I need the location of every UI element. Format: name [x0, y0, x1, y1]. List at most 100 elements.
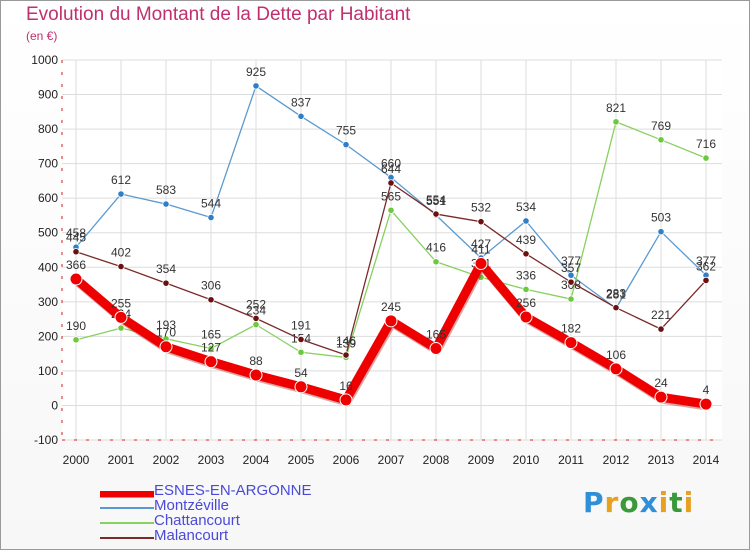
series-data-label-3: 402 [111, 246, 131, 260]
series-point-0 [159, 340, 173, 354]
series-data-label-1: 583 [156, 183, 176, 197]
series-point-0 [339, 393, 353, 407]
legend-label-chattancourt: Chattancourt [154, 512, 240, 529]
series-data-label-0: 54 [294, 366, 308, 380]
series-point-2 [657, 136, 665, 144]
y-tick-label: 0 [51, 398, 58, 412]
series-data-label-0: 182 [561, 322, 581, 336]
legend-item-esnes: ESNES-EN-ARGONNE [100, 482, 400, 499]
series-data-label-1: 503 [651, 211, 671, 225]
x-tick-label: 2011 [558, 453, 584, 467]
y-tick-label: 900 [38, 88, 58, 102]
series-data-label-1: 925 [246, 65, 266, 79]
x-tick-label: 2008 [423, 453, 450, 467]
x-tick-label: 2014 [693, 453, 720, 467]
series-point-1 [297, 112, 305, 120]
x-tick-label: 2004 [243, 453, 270, 467]
series-point-3 [297, 335, 305, 344]
legend-label-montzeville: Montzéville [154, 497, 230, 514]
chart-subtitle: (en €) [26, 29, 58, 43]
y-tick-label: 200 [38, 329, 58, 343]
x-tick-label: 2003 [198, 453, 225, 467]
series-point-3 [567, 278, 575, 286]
series-point-0 [564, 336, 578, 350]
series-data-label-0: 165 [426, 327, 446, 341]
x-tick-label: 2013 [648, 453, 675, 467]
series-data-label-2: 716 [696, 137, 716, 151]
series-data-label-3: 445 [66, 231, 86, 245]
series-point-0 [294, 380, 308, 394]
series-point-0 [204, 355, 218, 369]
series-point-2 [252, 321, 260, 329]
y-tick-label: 400 [38, 260, 58, 274]
x-tick-label: 2012 [603, 453, 630, 467]
series-point-2 [72, 336, 80, 344]
series-data-label-1: 377 [561, 254, 581, 268]
series-data-label-0: 366 [66, 258, 86, 272]
series-data-label-0: 170 [156, 326, 176, 340]
series-point-0 [429, 341, 443, 355]
x-tick-label: 2007 [378, 453, 405, 467]
x-tick-label: 2005 [288, 453, 315, 467]
legend-label-esnes: ESNES-EN-ARGONNE [154, 482, 312, 499]
x-tick-label: 2006 [333, 453, 360, 467]
series-data-label-2: 165 [201, 327, 221, 341]
series-point-2 [297, 348, 305, 356]
series-data-label-3: 439 [516, 233, 536, 247]
series-point-3 [72, 248, 80, 256]
series-data-label-3: 146 [336, 334, 356, 348]
series-point-3 [702, 276, 710, 284]
proxiti-logo: Proxiti [583, 486, 695, 519]
series-point-2 [207, 344, 215, 353]
series-point-2 [432, 258, 440, 266]
series-point-0 [699, 397, 713, 411]
series-point-3 [162, 279, 170, 287]
series-point-3 [612, 304, 620, 312]
series-data-label-3: 221 [651, 308, 671, 322]
series-point-0 [384, 314, 398, 328]
series-point-0 [654, 390, 668, 404]
series-data-label-0: 255 [111, 296, 131, 310]
series-data-label-1: 551 [426, 194, 446, 208]
series-data-label-2: 565 [381, 189, 401, 203]
series-point-2 [522, 285, 530, 293]
series-data-label-2: 193 [156, 318, 176, 332]
series-data-label-2: 139 [336, 336, 356, 350]
series-data-label-0: 411 [471, 242, 490, 256]
series-point-0 [69, 272, 83, 286]
series-data-label-2: 234 [246, 304, 266, 318]
series-point-0 [519, 310, 533, 324]
legend-item-malancourt: Malancourt [100, 527, 400, 544]
series-point-0 [114, 310, 128, 324]
series-data-label-1: 544 [201, 197, 221, 211]
legend-label-malancourt: Malancourt [154, 527, 229, 544]
series-data-label-3: 362 [696, 259, 716, 273]
series-data-label-3: 357 [561, 261, 581, 275]
x-tick-label: 2010 [513, 453, 540, 467]
y-tick-label: 700 [38, 157, 58, 171]
series-data-label-0: 16 [339, 379, 353, 393]
series-point-3 [657, 325, 665, 333]
series-point-0 [249, 368, 263, 382]
series-data-label-2: 769 [651, 119, 671, 133]
series-point-0 [474, 256, 488, 270]
series-point-2 [117, 324, 125, 332]
series-data-label-3: 306 [201, 279, 221, 293]
x-tick-label: 2009 [468, 453, 495, 467]
series-data-label-1: 377 [696, 254, 716, 268]
series-data-label-3: 252 [246, 297, 266, 311]
x-tick-label: 2002 [153, 453, 180, 467]
y-tick-label: 100 [38, 364, 58, 378]
x-tick-label: 2000 [63, 453, 90, 467]
series-data-label-3: 644 [381, 162, 401, 176]
series-data-label-1: 534 [516, 200, 536, 214]
series-point-3 [432, 210, 440, 218]
series-data-label-3: 283 [606, 287, 626, 301]
series-point-1 [162, 200, 170, 208]
series-data-label-1: 660 [381, 156, 401, 170]
series-data-label-3: 191 [291, 318, 311, 332]
legend-item-chattancourt: Chattancourt [100, 512, 400, 529]
series-data-label-0: 245 [381, 300, 401, 314]
series-data-label-1: 612 [111, 173, 131, 187]
